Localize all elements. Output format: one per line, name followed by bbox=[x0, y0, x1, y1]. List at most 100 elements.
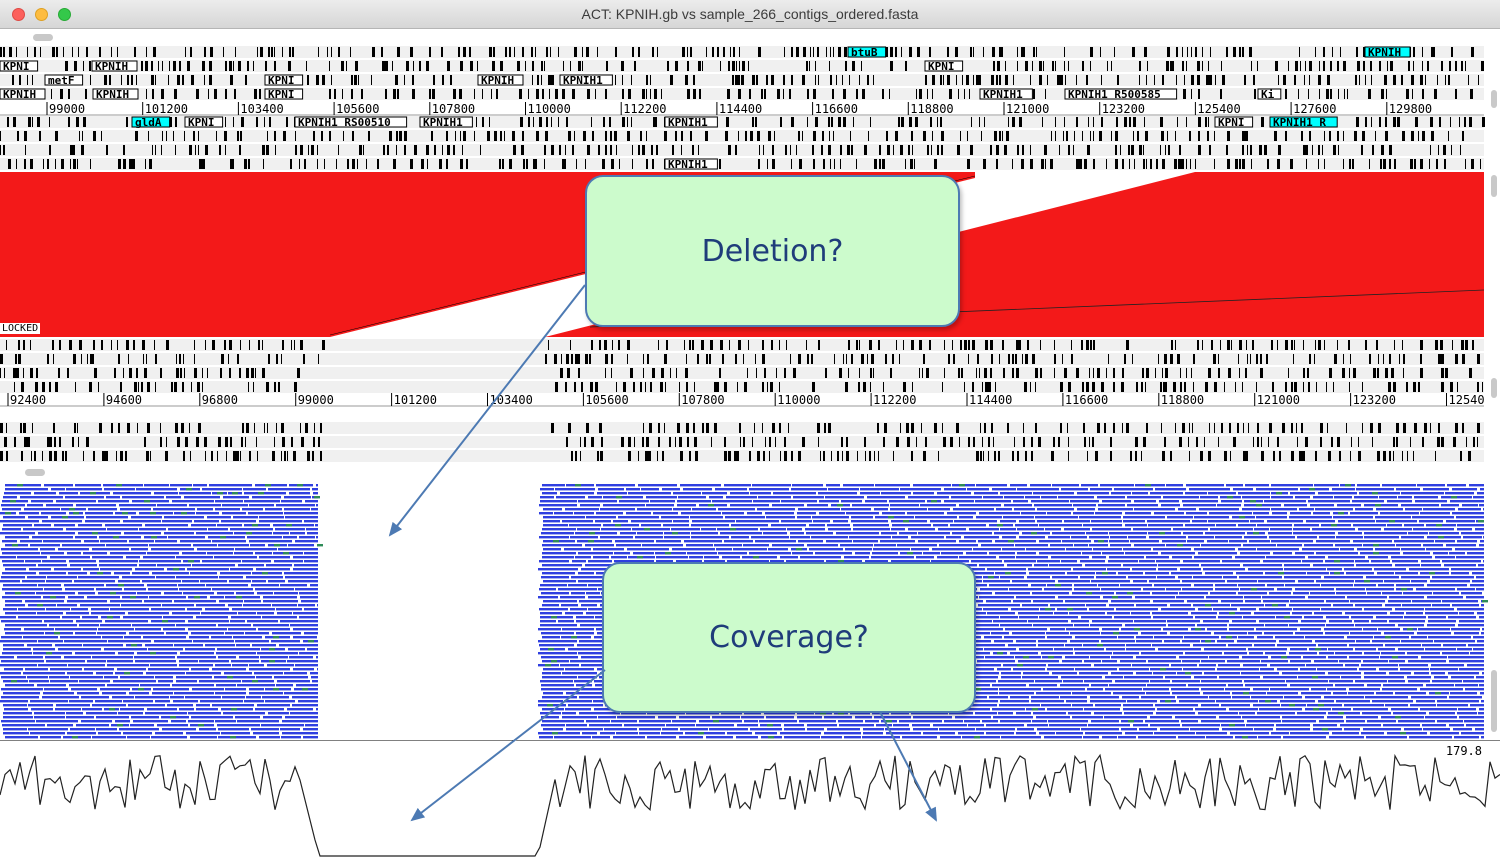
read bbox=[246, 696, 261, 699]
read bbox=[176, 680, 197, 683]
read bbox=[1240, 552, 1270, 555]
cds-tick bbox=[1460, 451, 1462, 461]
upper-hscroll-thumb[interactable] bbox=[33, 34, 53, 41]
read bbox=[64, 640, 107, 643]
read bbox=[1338, 532, 1362, 535]
feature-box[interactable] bbox=[559, 74, 613, 86]
feature-box[interactable] bbox=[1269, 116, 1338, 128]
cds-tick bbox=[397, 47, 400, 57]
close-window-button[interactable] bbox=[12, 8, 25, 21]
cds-tick bbox=[1305, 61, 1306, 71]
feature-box[interactable] bbox=[1364, 46, 1411, 58]
read bbox=[252, 644, 276, 647]
read bbox=[79, 624, 99, 627]
cds-tick bbox=[291, 340, 292, 350]
read bbox=[1449, 696, 1482, 699]
zoom-window-button[interactable] bbox=[58, 8, 71, 21]
feature-box[interactable] bbox=[1257, 88, 1282, 100]
lower-vscroll-thumb[interactable] bbox=[1491, 378, 1497, 398]
upper-feature-panel[interactable]: 99000 101200 103400 105600 107800 110000 11220… bbox=[0, 43, 1500, 183]
feature-box[interactable] bbox=[184, 116, 224, 128]
read bbox=[807, 728, 824, 731]
read bbox=[62, 616, 80, 619]
cds-tick bbox=[802, 437, 805, 447]
read bbox=[1425, 612, 1458, 615]
cds-tick bbox=[205, 145, 208, 155]
read bbox=[197, 508, 213, 511]
feature-box[interactable] bbox=[264, 74, 304, 86]
feature-box[interactable] bbox=[1064, 88, 1178, 100]
read bbox=[982, 720, 998, 723]
cds-tick bbox=[646, 159, 648, 169]
read bbox=[685, 732, 725, 735]
read bbox=[839, 724, 874, 727]
comparison-vscroll-thumb[interactable] bbox=[1491, 175, 1497, 197]
feature-box[interactable] bbox=[477, 74, 524, 86]
read bbox=[1011, 608, 1039, 611]
read bbox=[1284, 504, 1307, 507]
cds-tick bbox=[281, 451, 282, 461]
read bbox=[4, 708, 28, 711]
read bbox=[1366, 736, 1407, 739]
feature-box[interactable] bbox=[664, 116, 718, 128]
cds-tick bbox=[968, 437, 970, 447]
feature-box[interactable] bbox=[131, 116, 171, 128]
read bbox=[1182, 588, 1213, 591]
read bbox=[207, 552, 233, 555]
cds-tick bbox=[27, 437, 30, 447]
feature-box[interactable] bbox=[1214, 116, 1254, 128]
read bbox=[1327, 716, 1343, 719]
cds-tick bbox=[680, 451, 683, 461]
read bbox=[1481, 632, 1484, 635]
bam-reads-panel[interactable] bbox=[0, 482, 1500, 740]
minimize-window-button[interactable] bbox=[35, 8, 48, 21]
feature-box[interactable] bbox=[44, 74, 84, 86]
lower-feature-panel[interactable]: 92400 94600 96800 99000 101200 103400 105600 10… bbox=[0, 337, 1500, 465]
read bbox=[1183, 668, 1215, 671]
upper-vscroll-thumb[interactable] bbox=[1491, 90, 1497, 108]
feature-box[interactable] bbox=[419, 116, 473, 128]
cds-tick bbox=[1449, 61, 1451, 71]
read bbox=[826, 540, 852, 543]
read bbox=[595, 520, 611, 523]
read bbox=[750, 492, 771, 495]
feature-box[interactable] bbox=[264, 88, 304, 100]
feature-box[interactable] bbox=[91, 60, 138, 72]
read bbox=[152, 572, 189, 575]
cds-tick bbox=[720, 340, 723, 350]
read bbox=[42, 696, 79, 699]
cds-tick bbox=[1384, 75, 1387, 85]
read bbox=[680, 728, 708, 731]
cds-tick bbox=[1377, 368, 1379, 378]
read bbox=[1196, 732, 1227, 735]
feature-box[interactable] bbox=[924, 60, 964, 72]
feature-box[interactable] bbox=[664, 158, 718, 170]
feature-box[interactable] bbox=[847, 46, 887, 58]
cds-tick bbox=[1430, 145, 1431, 155]
cds-tick bbox=[1304, 75, 1305, 85]
lower-ruler-tick: 105600 bbox=[585, 393, 628, 407]
read bbox=[285, 576, 318, 579]
read bbox=[1405, 508, 1422, 511]
read bbox=[1295, 588, 1334, 591]
cds-tick bbox=[962, 75, 963, 85]
feature-box[interactable] bbox=[0, 88, 46, 100]
cds-tick bbox=[301, 437, 304, 447]
feature-box[interactable] bbox=[0, 60, 39, 72]
cds-tick bbox=[214, 89, 217, 99]
cds-tick bbox=[491, 89, 492, 99]
cds-tick bbox=[662, 451, 664, 461]
lower-hscroll-thumb[interactable] bbox=[25, 469, 45, 476]
read bbox=[542, 604, 559, 607]
cds-tick bbox=[898, 117, 900, 127]
cds-tick bbox=[233, 451, 236, 461]
feature-box[interactable] bbox=[294, 116, 408, 128]
cds-tick bbox=[1154, 75, 1155, 85]
reads-vscroll-thumb[interactable] bbox=[1491, 670, 1497, 732]
cds-tick bbox=[961, 368, 963, 378]
cds-tick bbox=[1209, 75, 1212, 85]
feature-box[interactable] bbox=[92, 88, 139, 100]
feature-box[interactable] bbox=[979, 88, 1033, 100]
cds-tick bbox=[1134, 159, 1135, 169]
read bbox=[78, 592, 95, 595]
